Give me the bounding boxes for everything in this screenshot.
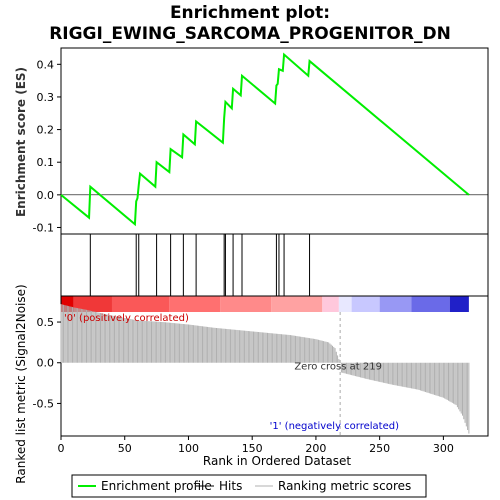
x-tick-label: 250: [369, 442, 390, 455]
colorbar-segment: [322, 296, 339, 312]
colorbar-segment: [61, 296, 74, 312]
negative-correlation-label: '1' (negatively correlated): [270, 421, 399, 432]
x-tick-label: 200: [305, 442, 326, 455]
legend-box: [71, 474, 427, 498]
es-y-tick-label: -0.1: [33, 221, 54, 234]
x-tick-label: 150: [242, 442, 263, 455]
colorbar-segment: [220, 296, 272, 312]
es-y-axis-label: Enrichment score (ES): [14, 67, 28, 217]
chart-title-line1: Enrichment plot:: [170, 3, 330, 23]
colorbar-segment: [111, 296, 170, 312]
metric-y-axis-label: Ranked list metric (Signal2Noise): [14, 284, 28, 483]
es-y-tick-label: 0.3: [37, 91, 55, 104]
legend-label: Ranking metric scores: [278, 479, 411, 493]
colorbar-segment: [449, 296, 469, 312]
zero-cross-label: Zero cross at 219: [294, 362, 382, 373]
colorbar-segment: [271, 296, 323, 312]
colorbar-segment: [351, 296, 380, 312]
chart-title-line2: RIGGI_EWING_SARCOMA_PROGENITOR_DN: [49, 24, 451, 44]
x-axis-label: Rank in Ordered Dataset: [203, 454, 351, 468]
legend-label: Hits: [219, 479, 242, 493]
positive-correlation-label: '0' (positively correlated): [64, 313, 189, 324]
colorbar-segment: [73, 296, 112, 312]
metric-y-tick-label: 0.0: [37, 357, 55, 370]
enrichment-profile-line: [60, 52, 470, 227]
metric-panel-frame: [60, 295, 489, 437]
x-tick-label: 300: [433, 442, 454, 455]
x-tick-label: 50: [118, 442, 132, 455]
metric-y-tick-label: -0.5: [33, 397, 54, 410]
x-tick-label: 100: [178, 442, 199, 455]
x-tick-label: 0: [58, 442, 65, 455]
colorbar-segment: [169, 296, 221, 312]
es-panel-frame: [60, 47, 489, 235]
es-y-tick-label: 0.0: [37, 189, 55, 202]
metric-y-tick-label: 0.5: [37, 316, 55, 329]
legend-label: Enrichment profile: [101, 479, 212, 493]
hits-panel-frame: [60, 233, 489, 297]
colorbar-segment: [411, 296, 450, 312]
colorbar-segment: [379, 296, 412, 312]
es-y-tick-label: 0.1: [37, 156, 55, 169]
es-y-tick-label: 0.4: [37, 58, 55, 71]
es-y-tick-label: 0.2: [37, 124, 55, 137]
colorbar-segment: [338, 296, 352, 312]
